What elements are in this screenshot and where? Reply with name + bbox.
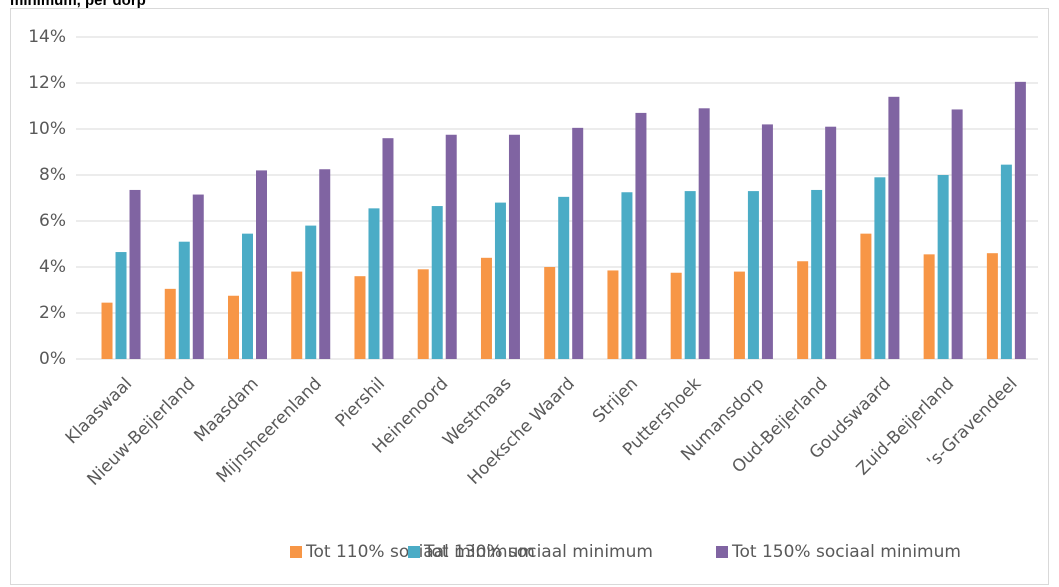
bar <box>761 124 773 360</box>
bar <box>115 252 127 359</box>
legend-label: Tot 130% sociaal minimum <box>423 542 653 562</box>
bar <box>431 206 443 359</box>
bar <box>368 208 380 359</box>
y-tick-label: 8% <box>39 165 66 185</box>
bar <box>544 267 556 359</box>
legend-label: Tot 150% sociaal minimum <box>731 542 961 562</box>
bar <box>305 225 317 359</box>
bar <box>1000 164 1012 359</box>
bar <box>888 96 900 360</box>
bar <box>1014 81 1026 359</box>
bar <box>860 233 872 359</box>
bar <box>480 257 492 359</box>
bar <box>319 169 331 359</box>
bar <box>621 192 633 359</box>
bar <box>558 196 570 359</box>
bar <box>825 126 837 359</box>
bar <box>417 269 429 359</box>
y-tick-label: 14% <box>28 27 66 47</box>
bar <box>874 177 886 359</box>
bar <box>192 194 204 359</box>
bar <box>572 127 584 359</box>
legend-swatch <box>290 546 302 558</box>
bar <box>291 271 303 359</box>
y-tick-label: 4% <box>39 257 66 277</box>
bar <box>986 253 998 359</box>
bar <box>382 138 394 359</box>
bar <box>354 276 366 359</box>
bar <box>242 233 253 359</box>
bar <box>747 191 759 359</box>
bar <box>733 271 745 359</box>
bar <box>101 302 113 359</box>
y-tick-label: 2% <box>39 303 66 323</box>
bar <box>228 295 239 359</box>
bar <box>445 134 457 359</box>
y-tick-label: 10% <box>28 119 66 139</box>
y-tick-label: 6% <box>39 211 66 231</box>
y-tick-label: 12% <box>28 73 66 93</box>
bar <box>164 288 176 359</box>
bar <box>129 189 141 359</box>
bar <box>508 134 520 359</box>
bar <box>494 202 506 359</box>
chart-title: minimum, per dorp <box>10 0 146 9</box>
bar <box>256 170 267 359</box>
legend-swatch <box>408 546 420 558</box>
bar <box>178 241 190 359</box>
legend-swatch <box>716 546 728 558</box>
bar <box>684 191 696 359</box>
bar <box>937 175 949 359</box>
y-tick-label: 0% <box>39 349 66 369</box>
bar <box>670 272 682 359</box>
bar <box>635 112 647 360</box>
bar <box>951 109 963 359</box>
bar <box>797 261 809 359</box>
bar <box>811 189 823 359</box>
bar <box>923 254 935 359</box>
bar <box>607 270 619 359</box>
bar <box>698 108 710 359</box>
